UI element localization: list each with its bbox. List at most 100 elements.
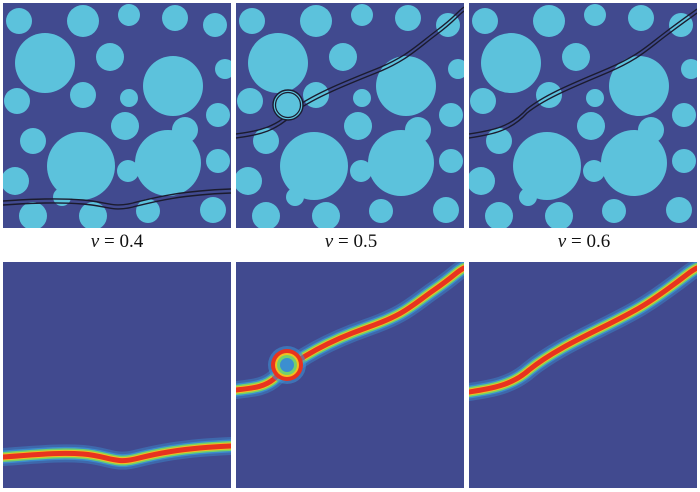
inclusion-particle xyxy=(519,188,537,206)
damage-field-svg-1 xyxy=(3,262,231,488)
inclusion-particle xyxy=(609,56,669,116)
inclusion-particle xyxy=(369,199,393,223)
inclusion-particle xyxy=(681,59,697,79)
caption-v-0-5: v = 0.5 xyxy=(234,229,468,255)
damage-core xyxy=(236,265,464,393)
damage-core xyxy=(469,265,697,395)
inclusion-particle xyxy=(203,13,227,37)
microstructure-panel-1 xyxy=(3,3,231,228)
debonded-inclusion xyxy=(273,90,303,120)
inclusion-particle xyxy=(666,197,692,223)
inclusion-particle xyxy=(237,88,263,114)
inclusion-particle xyxy=(433,197,459,223)
caption-equals: = xyxy=(103,231,120,252)
inclusion-particle xyxy=(562,43,590,71)
inclusion-particle xyxy=(239,8,265,34)
caption-symbol: v xyxy=(557,231,567,252)
inclusion-particle xyxy=(47,132,115,200)
inclusion-particle xyxy=(439,103,463,127)
inclusion-particle xyxy=(439,149,463,173)
inclusion-particle xyxy=(601,130,667,196)
caption-symbol: v xyxy=(90,231,100,252)
interface-crack-inner xyxy=(274,91,302,119)
inclusion-particle xyxy=(96,43,124,71)
damage-field-panel-1 xyxy=(3,262,231,488)
inclusion-particle xyxy=(15,33,75,93)
inclusion-particle xyxy=(353,89,371,107)
caption-value: 0.4 xyxy=(119,231,144,252)
inclusion-particle xyxy=(584,4,606,26)
caption-equals: = xyxy=(337,231,354,252)
inclusion-particle xyxy=(344,112,372,140)
caption-symbol: v xyxy=(324,231,334,252)
inclusion-particle xyxy=(4,88,30,114)
caption-v-0-6: v = 0.6 xyxy=(467,229,700,255)
inclusion-particle xyxy=(672,149,696,173)
inclusion-particle xyxy=(162,5,188,31)
inclusion-particle xyxy=(672,103,696,127)
inclusion-particle xyxy=(586,89,604,107)
inclusion-particle xyxy=(280,132,348,200)
inclusion-particle xyxy=(300,5,332,37)
inclusion-particle xyxy=(628,5,654,31)
damage-core xyxy=(3,443,231,464)
inclusion-particle xyxy=(135,130,201,196)
crack-path-lower xyxy=(236,10,464,139)
inclusion-particle xyxy=(253,128,279,154)
crack-path-upper xyxy=(236,6,464,135)
inclusion-particle xyxy=(120,89,138,107)
inclusion-particle xyxy=(70,82,96,108)
inclusion-center xyxy=(280,358,294,372)
inclusion-particle xyxy=(376,56,436,116)
microstructure-svg-1 xyxy=(3,3,231,228)
inclusion-particle xyxy=(206,149,230,173)
inclusion-particle xyxy=(143,56,203,116)
inclusion-particle xyxy=(469,167,495,195)
microstructure-svg-2 xyxy=(236,3,464,228)
inclusion-particle xyxy=(136,199,160,223)
crack-path-upper xyxy=(469,8,697,135)
inclusion-particle xyxy=(117,160,139,182)
inclusion-particle xyxy=(200,197,226,223)
microstructure-svg-3 xyxy=(469,3,697,228)
inclusion-particle xyxy=(312,202,340,228)
inclusion-particle xyxy=(329,43,357,71)
inclusion-particle xyxy=(472,8,498,34)
inclusion-particle xyxy=(19,202,47,228)
caption-equals: = xyxy=(570,231,587,252)
inclusion-particle xyxy=(206,103,230,127)
caption-value: 0.6 xyxy=(586,231,611,252)
crack-path-lower xyxy=(3,192,231,210)
inclusion-particle xyxy=(252,202,280,228)
inclusion-particle xyxy=(79,202,107,228)
microstructure-panel-2 xyxy=(236,3,464,228)
microstructure-panel-3 xyxy=(469,3,697,228)
inclusion-particle xyxy=(67,5,99,37)
caption-value: 0.5 xyxy=(353,231,378,252)
crack-path-lower xyxy=(469,12,697,139)
inclusion-particle xyxy=(486,128,512,154)
damage-field-svg-2 xyxy=(236,262,464,488)
inclusion-particle xyxy=(583,160,605,182)
interface-crack-outer xyxy=(272,89,304,121)
inclusion-particle xyxy=(351,4,373,26)
inclusion-particle xyxy=(368,130,434,196)
inclusion-particle xyxy=(448,59,464,79)
inclusion-particle xyxy=(470,88,496,114)
caption-v-0-4: v = 0.4 xyxy=(0,229,234,255)
inclusion-particle xyxy=(577,112,605,140)
inclusion-particle xyxy=(395,5,421,31)
inclusion-particle xyxy=(111,112,139,140)
inclusion-particle xyxy=(236,167,262,195)
inclusion-particle xyxy=(545,202,573,228)
damage-field-panel-2 xyxy=(236,262,464,488)
inclusion-particle xyxy=(286,188,304,206)
inclusion-particle xyxy=(248,33,308,93)
inclusion-particle xyxy=(3,167,29,195)
crack-path-upper xyxy=(3,188,231,206)
inclusion-particle xyxy=(602,199,626,223)
inclusion-particle xyxy=(513,132,581,200)
damage-field-panel-3 xyxy=(469,262,697,488)
inclusion-particle xyxy=(53,188,71,206)
inclusion-particle xyxy=(485,202,513,228)
